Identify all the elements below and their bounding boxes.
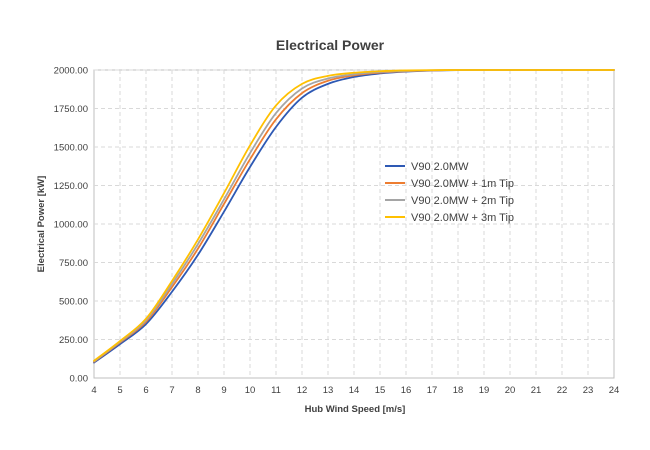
x-tick-label: 9 (221, 385, 226, 396)
legend: V90 2.0MW V90 2.0MW + 1m Tip V90 2.0MW + 2… (385, 161, 514, 224)
y-tick-label: 1000.00 (54, 220, 88, 231)
x-tick-label: 18 (453, 385, 464, 396)
x-tick-label: 14 (349, 385, 360, 396)
x-tick-label: 8 (195, 385, 200, 396)
y-axis-ticks: 0.00 250.00 500.00 750.00 1000.00 1250.00 1500… (54, 66, 88, 385)
x-tick-label: 10 (245, 385, 256, 396)
x-tick-label: 23 (583, 385, 594, 396)
y-tick-label: 500.00 (59, 297, 88, 308)
x-tick-label: 7 (169, 385, 174, 396)
y-tick-label: 250.00 (59, 335, 88, 346)
x-tick-label: 24 (609, 385, 620, 396)
gridlines (93, 69, 615, 379)
x-axis-label: Hub Wind Speed [m/s] (305, 404, 406, 415)
x-tick-label: 20 (505, 385, 516, 396)
legend-label: V90 2.0MW + 3m Tip (411, 212, 514, 224)
x-tick-label: 22 (557, 385, 568, 396)
legend-label: V90 2.0MW + 2m Tip (411, 195, 514, 207)
y-tick-label: 2000.00 (54, 66, 88, 77)
y-tick-label: 0.00 (70, 374, 89, 385)
x-tick-label: 12 (297, 385, 308, 396)
x-tick-label: 5 (117, 385, 122, 396)
series-lines (93, 69, 615, 364)
series-line-4 (93, 69, 615, 362)
y-tick-label: 1500.00 (54, 143, 88, 154)
x-axis-ticks: 4 5 6 7 8 9 10 11 12 13 14 15 16 17 18 19 20 21 22 23 24 (91, 385, 619, 396)
chart-title: Electrical Power (276, 37, 385, 53)
legend-label: V90 2.0MW + 1m Tip (411, 178, 514, 190)
x-tick-label: 16 (401, 385, 412, 396)
x-tick-label: 6 (143, 385, 148, 396)
y-tick-label: 1250.00 (54, 181, 88, 192)
y-axis-label: Electrical Power [kW] (36, 176, 47, 273)
y-tick-label: 750.00 (59, 258, 88, 269)
x-tick-label: 13 (323, 385, 334, 396)
x-tick-label: 4 (91, 385, 96, 396)
legend-label: V90 2.0MW (411, 161, 469, 173)
x-tick-label: 15 (375, 385, 386, 396)
x-tick-label: 21 (531, 385, 542, 396)
x-tick-label: 19 (479, 385, 490, 396)
x-tick-label: 11 (271, 385, 281, 396)
y-tick-label: 1750.00 (54, 104, 88, 115)
x-tick-label: 17 (427, 385, 438, 396)
